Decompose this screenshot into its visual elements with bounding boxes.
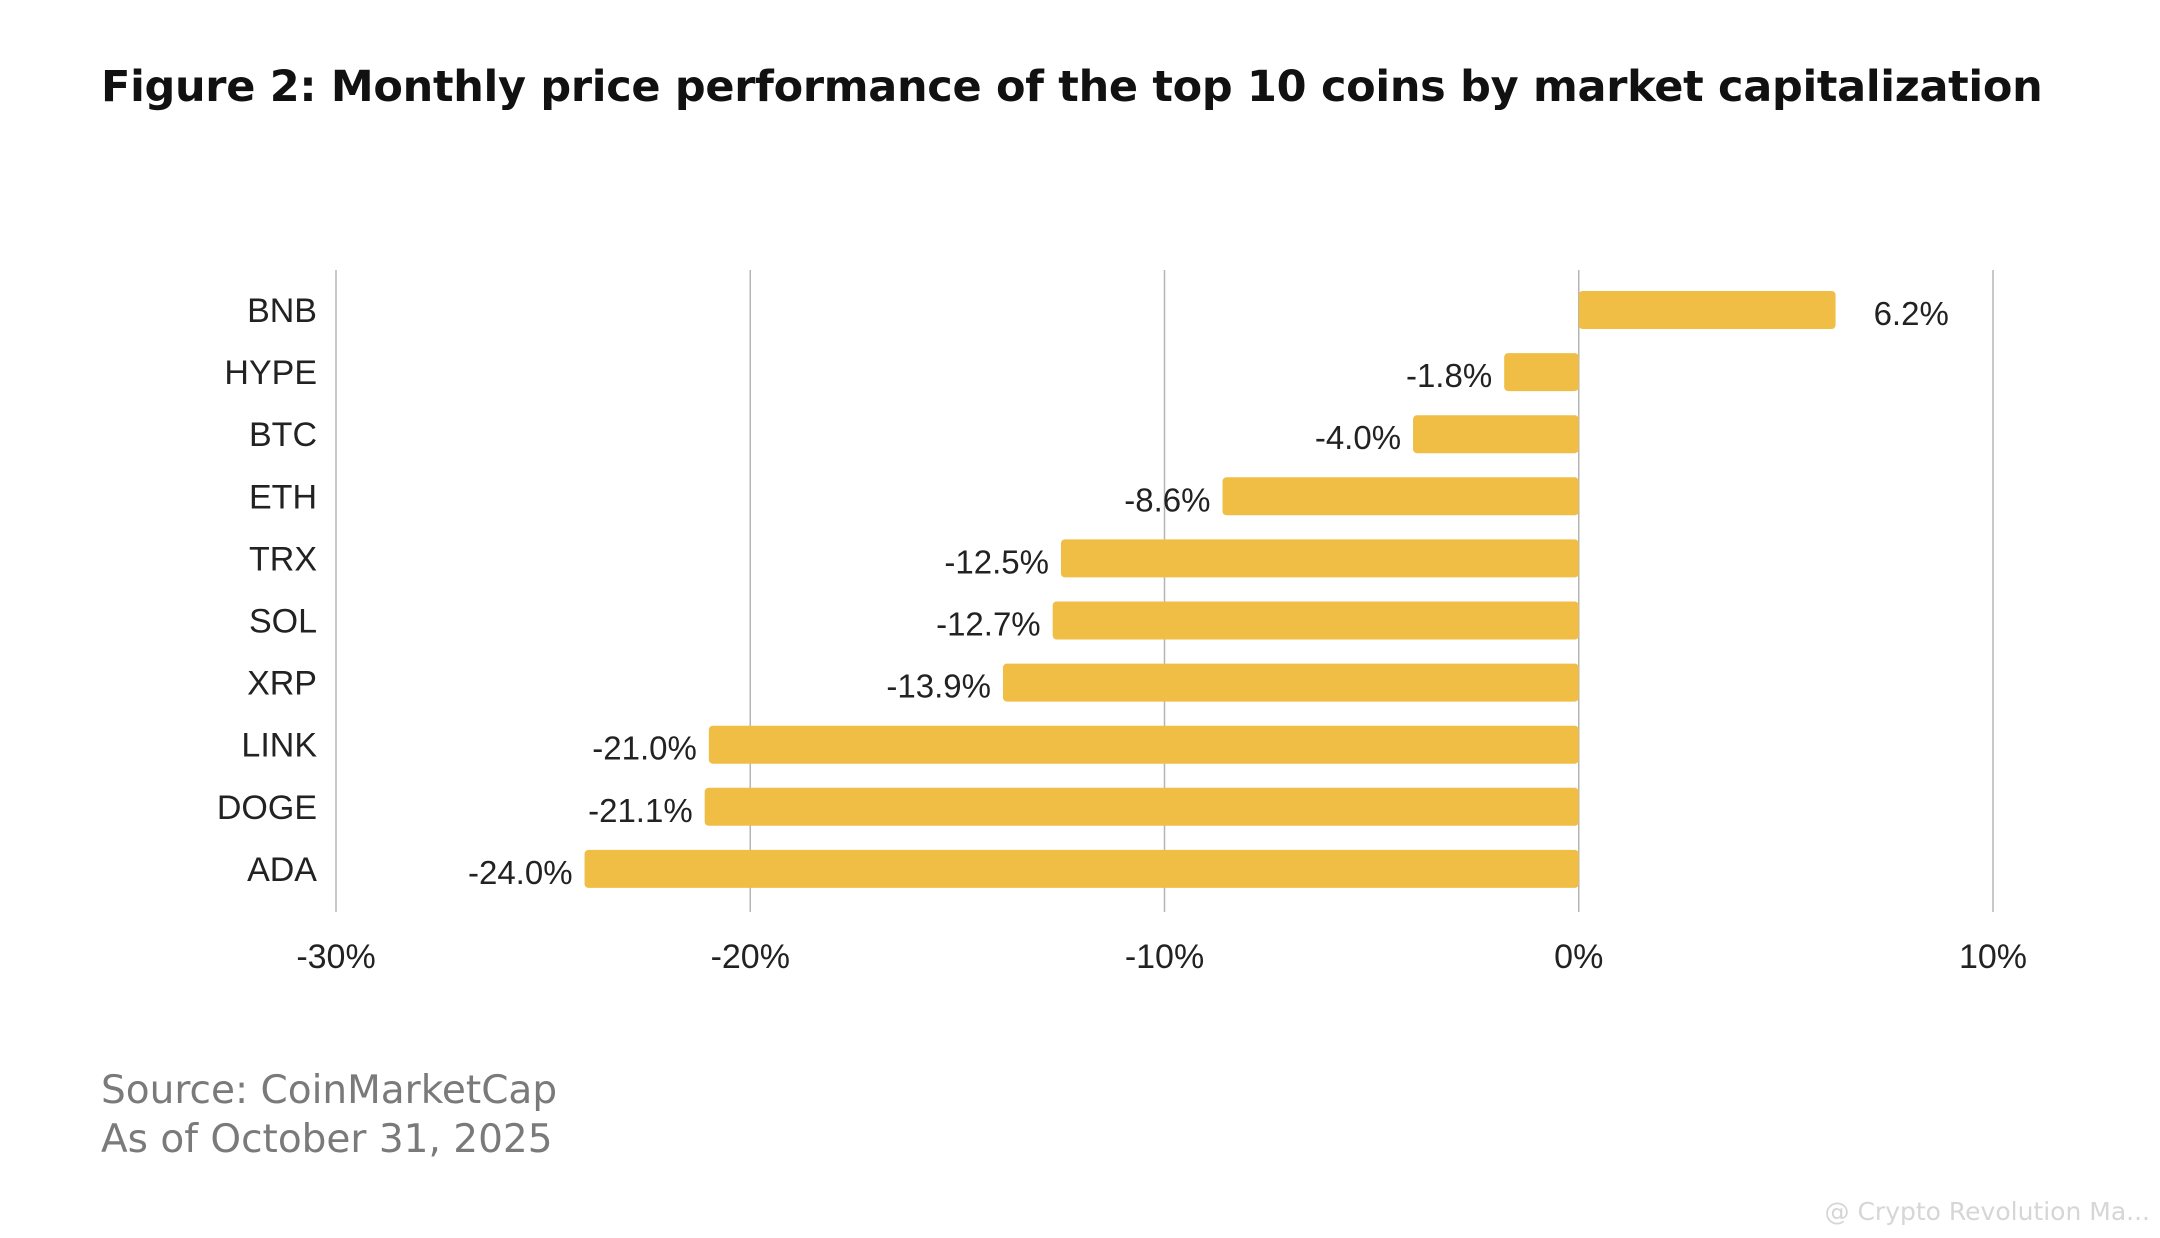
category-label: BNB — [247, 292, 317, 330]
bar-eth — [1222, 477, 1579, 516]
category-label: ADA — [247, 851, 317, 889]
bar-trx — [1060, 539, 1579, 578]
data-label: -12.7% — [936, 606, 1041, 643]
category-label: DOGE — [217, 789, 317, 827]
source-text: Source: CoinMarketCap — [101, 1068, 558, 1113]
bar-doge — [704, 787, 1579, 826]
category-label: HYPE — [224, 354, 317, 392]
category-label: LINK — [241, 727, 317, 765]
watermark: @ Crypto Revolution Ma... — [1825, 1197, 2150, 1226]
data-label: 6.2% — [1874, 295, 1949, 332]
data-label: -12.5% — [944, 543, 1049, 580]
data-label: -13.9% — [886, 668, 991, 705]
x-tick-label: -30% — [296, 938, 375, 976]
data-label: -8.6% — [1124, 481, 1210, 518]
bar-xrp — [1002, 663, 1579, 702]
category-label: XRP — [247, 665, 317, 703]
bar-link — [708, 725, 1579, 764]
data-label: -21.1% — [588, 792, 693, 829]
bar-btc — [1413, 415, 1579, 454]
category-labels: BNB HYPE BTC ETH TRX SOL XRP LINK DOGE ADA — [217, 292, 317, 889]
x-tick-label: 0% — [1554, 938, 1603, 976]
bar-bnb — [1578, 291, 1836, 329]
bar-hype — [1504, 353, 1579, 392]
category-label: SOL — [249, 603, 317, 641]
as-of-date: As of October 31, 2025 — [101, 1117, 553, 1162]
data-label: -4.0% — [1315, 419, 1401, 456]
data-label: -24.0% — [468, 854, 573, 891]
chart-title: Figure 2: Monthly price performance of t… — [101, 62, 2043, 112]
bar-sol — [1052, 601, 1579, 640]
data-labels: 6.2% -1.8%-4.0% -8.6% -12.5% -12.7% -13.9% -21… — [468, 295, 1949, 891]
bars — [584, 291, 1836, 888]
x-tick-label: 10% — [1959, 938, 2027, 976]
data-label: -1.8% — [1406, 357, 1492, 394]
category-label: BTC — [249, 416, 317, 454]
category-label: ETH — [249, 478, 317, 516]
watermark-text: @ Crypto Revolution Ma... — [1824, 1197, 2150, 1226]
data-label: -21.0% — [592, 730, 697, 767]
x-tick-label: -10% — [1125, 938, 1204, 976]
source-note: Source: CoinMarketCap As of October 31, … — [101, 1066, 557, 1164]
x-tick-labels: -30% -20% -10% 0% 10% — [296, 938, 2027, 976]
category-label: TRX — [249, 540, 317, 578]
bar-ada — [584, 849, 1579, 888]
x-tick-label: -20% — [711, 938, 790, 976]
